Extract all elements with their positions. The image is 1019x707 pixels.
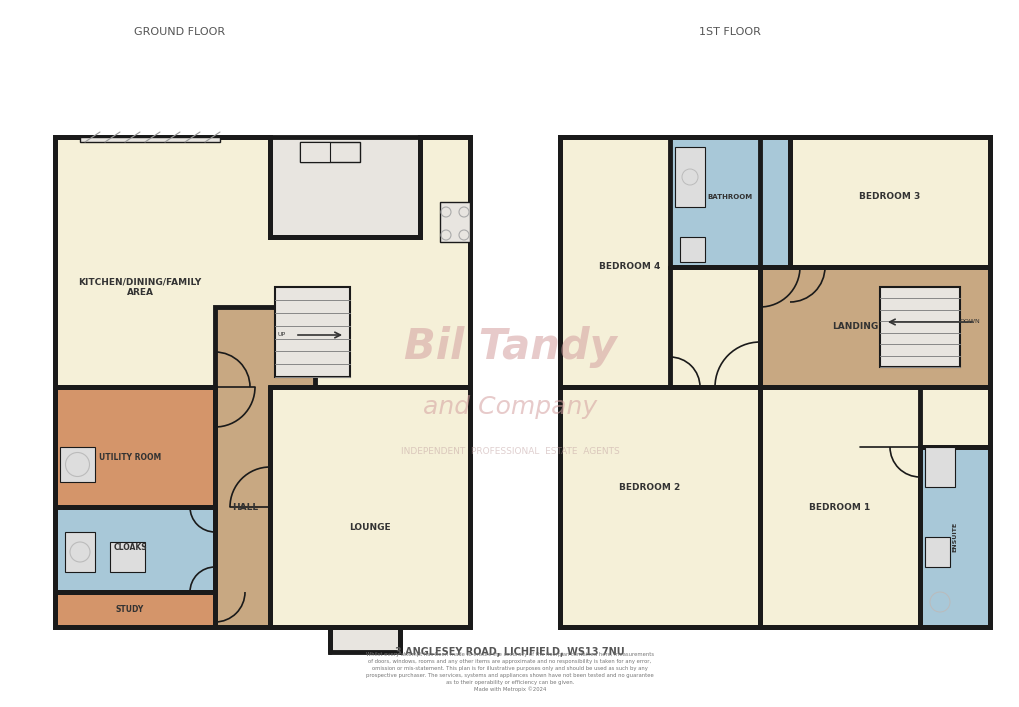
Text: ENSUITE: ENSUITE [952, 522, 957, 552]
Text: BEDROOM 1: BEDROOM 1 [809, 503, 870, 511]
Bar [215, 307, 315, 627]
Text: STUDY: STUDY [116, 604, 144, 614]
Bar [669, 137, 790, 267]
Text: and Company: and Company [423, 395, 596, 419]
Bar [300, 142, 360, 162]
Bar [110, 542, 145, 572]
Bar [680, 237, 704, 262]
Bar [60, 447, 95, 482]
Text: BEDROOM 4: BEDROOM 4 [599, 262, 660, 271]
Bar [55, 507, 215, 592]
Bar [439, 202, 470, 242]
Text: DOWN: DOWN [958, 320, 979, 325]
Bar [759, 267, 989, 387]
Text: 1ST FLOOR: 1ST FLOOR [698, 27, 760, 37]
Bar [559, 137, 989, 627]
Bar [759, 387, 919, 627]
Text: BEDROOM 3: BEDROOM 3 [859, 192, 920, 201]
Bar [924, 537, 949, 567]
Text: BATHROOM: BATHROOM [707, 194, 752, 200]
Text: GROUND FLOOR: GROUND FLOOR [135, 27, 225, 37]
Text: 3 ANGLESEY ROAD, LICHFIELD, WS13 7NU: 3 ANGLESEY ROAD, LICHFIELD, WS13 7NU [394, 647, 625, 657]
Bar [275, 287, 350, 377]
Bar [924, 447, 954, 487]
Bar [300, 142, 330, 162]
Bar [65, 532, 95, 572]
Bar [330, 627, 399, 652]
Polygon shape [55, 137, 470, 387]
Bar [559, 137, 759, 387]
Bar [675, 147, 704, 207]
Text: Whilst every attempt has been made to ensure the accuracy of the floorplan conta: Whilst every attempt has been made to en… [366, 652, 653, 692]
Bar [559, 387, 759, 627]
Text: LANDING: LANDING [832, 322, 877, 332]
Bar [79, 137, 220, 142]
Text: HALL: HALL [231, 503, 258, 511]
Text: LOUNGE: LOUNGE [348, 522, 390, 532]
Text: Bil Tandy: Bil Tandy [404, 326, 615, 368]
Bar [55, 387, 215, 507]
Bar [55, 592, 215, 627]
Text: CLOAKS: CLOAKS [113, 542, 147, 551]
Bar [879, 287, 959, 367]
Circle shape [70, 542, 90, 562]
Bar [790, 137, 989, 267]
Text: UP: UP [278, 332, 286, 337]
Text: KITCHEN/DINING/FAMILY
AREA: KITCHEN/DINING/FAMILY AREA [78, 277, 202, 297]
Bar [270, 137, 420, 237]
Text: BEDROOM 2: BEDROOM 2 [619, 482, 680, 491]
Bar [270, 387, 470, 627]
Bar [919, 447, 989, 627]
Text: INDEPENDENT  PROFESSIONAL  ESTATE  AGENTS: INDEPENDENT PROFESSIONAL ESTATE AGENTS [400, 448, 619, 457]
Text: UTILITY ROOM: UTILITY ROOM [99, 452, 161, 462]
